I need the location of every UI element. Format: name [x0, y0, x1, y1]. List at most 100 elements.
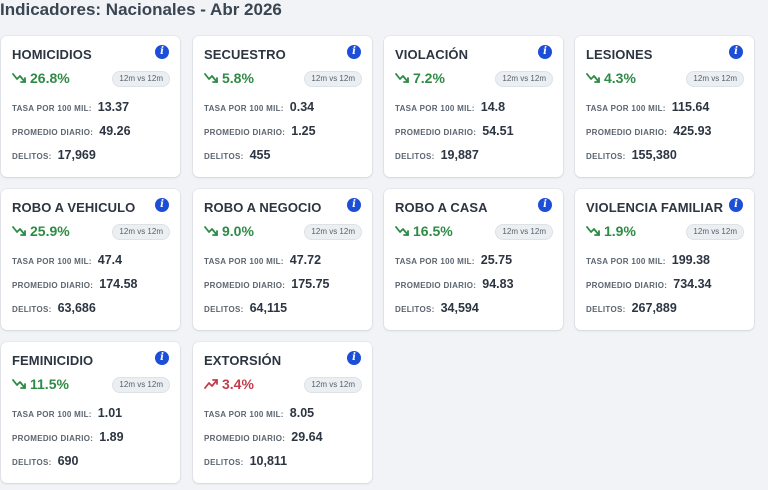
change-row: 11.5% — [12, 376, 69, 392]
stat-value: 267,889 — [631, 301, 677, 315]
stat-label: PROMEDIO DIARIO: — [12, 434, 94, 443]
card-title: VIOLACIÓN — [395, 47, 469, 62]
info-icon[interactable]: i — [347, 45, 361, 59]
stat-label: PROMEDIO DIARIO: — [204, 434, 286, 443]
stat-value: 14.8 — [480, 100, 506, 114]
trend-down-icon — [12, 72, 26, 84]
indicator-card[interactable]: FEMINICIDIO i 11.5% 12m vs 12m TASA POR 100 … — [1, 342, 180, 483]
indicator-card[interactable]: SECUESTRO i 5.8% 12m vs 12m TASA POR 100 MIL… — [193, 36, 372, 177]
indicator-card[interactable]: HOMICIDIOS i 26.8% 12m vs 12m TASA POR 100 M… — [1, 36, 180, 177]
stat-label: PROMEDIO DIARIO: — [204, 128, 286, 137]
indicator-card[interactable]: VIOLACIÓN i 7.2% 12m vs 12m TASA POR 100 MIL… — [384, 36, 563, 177]
change-row: 1.9% — [586, 223, 636, 239]
stat-label: PROMEDIO DIARIO: — [12, 128, 94, 137]
stat-daily: PROMEDIO DIARIO: 734.34 — [586, 277, 711, 291]
change-value: 26.8% — [30, 70, 70, 86]
indicator-card[interactable]: ROBO A VEHICULO i 25.9% 12m vs 12m TASA POR … — [1, 189, 180, 330]
indicator-card[interactable]: EXTORSIÓN i 3.4% 12m vs 12m TASA POR 100 MIL… — [193, 342, 372, 483]
info-icon[interactable]: i — [155, 351, 169, 365]
change-value: 11.5% — [30, 376, 69, 392]
stat-crimes: DELITOS: 267,889 — [586, 301, 677, 315]
period-badge: 12m vs 12m — [304, 71, 362, 87]
change-value: 9.0% — [222, 223, 254, 239]
stat-label: PROMEDIO DIARIO: — [12, 281, 94, 290]
stat-label: DELITOS: — [12, 458, 52, 467]
stat-label: DELITOS: — [204, 152, 244, 161]
stat-daily: PROMEDIO DIARIO: 1.25 — [204, 124, 316, 138]
stat-rate: TASA POR 100 MIL: 13.37 — [12, 100, 129, 114]
period-badge: 12m vs 12m — [304, 377, 362, 393]
change-row: 9.0% — [204, 223, 254, 239]
stat-label: DELITOS: — [204, 458, 244, 467]
stat-daily: PROMEDIO DIARIO: 54.51 — [395, 124, 514, 138]
period-badge: 12m vs 12m — [112, 224, 170, 240]
card-title: VIOLENCIA FAMILIAR — [586, 200, 724, 215]
stat-value: 54.51 — [482, 124, 514, 138]
stat-label: DELITOS: — [12, 152, 52, 161]
stat-label: PROMEDIO DIARIO: — [586, 281, 668, 290]
period-badge: 12m vs 12m — [112, 377, 170, 393]
change-row: 25.9% — [12, 223, 70, 239]
indicator-card[interactable]: ROBO A NEGOCIO i 9.0% 12m vs 12m TASA POR 10… — [193, 189, 372, 330]
info-icon[interactable]: i — [347, 351, 361, 365]
stat-daily: PROMEDIO DIARIO: 425.93 — [586, 124, 711, 138]
change-value: 4.3% — [604, 70, 636, 86]
stat-value: 34,594 — [440, 301, 479, 315]
stat-value: 17,969 — [57, 148, 96, 162]
stat-crimes: DELITOS: 690 — [12, 454, 78, 468]
indicator-card[interactable]: ROBO A CASA i 16.5% 12m vs 12m TASA POR 100 … — [384, 189, 563, 330]
trend-down-icon — [586, 225, 600, 237]
stat-value: 29.64 — [291, 430, 323, 444]
page-title: Indicadores: Nacionales - Abr 2026 — [0, 0, 282, 19]
stat-value: 19,887 — [440, 148, 479, 162]
trend-down-icon — [586, 72, 600, 84]
trend-down-icon — [204, 72, 218, 84]
change-value: 1.9% — [604, 223, 636, 239]
stat-label: PROMEDIO DIARIO: — [204, 281, 286, 290]
change-value: 16.5% — [413, 223, 453, 239]
period-badge: 12m vs 12m — [495, 224, 553, 240]
info-icon[interactable]: i — [729, 198, 743, 212]
stat-label: DELITOS: — [586, 152, 626, 161]
stat-label: PROMEDIO DIARIO: — [586, 128, 668, 137]
stat-rate: TASA POR 100 MIL: 14.8 — [395, 100, 505, 114]
stat-crimes: DELITOS: 34,594 — [395, 301, 479, 315]
stat-value: 690 — [57, 454, 79, 468]
stat-rate: TASA POR 100 MIL: 47.72 — [204, 253, 321, 267]
info-icon[interactable]: i — [155, 198, 169, 212]
stat-value: 10,811 — [249, 454, 288, 468]
period-badge: 12m vs 12m — [686, 224, 744, 240]
trend-up-icon — [204, 378, 218, 390]
stat-label: DELITOS: — [395, 152, 435, 161]
stat-crimes: DELITOS: 63,686 — [12, 301, 96, 315]
trend-down-icon — [12, 378, 26, 390]
card-title: LESIONES — [586, 47, 653, 62]
stat-value: 455 — [249, 148, 271, 162]
info-icon[interactable]: i — [538, 198, 552, 212]
info-icon[interactable]: i — [538, 45, 552, 59]
period-badge: 12m vs 12m — [304, 224, 362, 240]
info-icon[interactable]: i — [347, 198, 361, 212]
stat-crimes: DELITOS: 155,380 — [586, 148, 677, 162]
period-badge: 12m vs 12m — [112, 71, 170, 87]
change-row: 26.8% — [12, 70, 70, 86]
change-row: 5.8% — [204, 70, 254, 86]
stat-value: 47.4 — [97, 253, 123, 267]
info-icon[interactable]: i — [155, 45, 169, 59]
indicator-card[interactable]: VIOLENCIA FAMILIAR i 1.9% 12m vs 12m TASA PO… — [575, 189, 754, 330]
stat-crimes: DELITOS: 10,811 — [204, 454, 287, 468]
stat-value: 199.38 — [671, 253, 711, 267]
stat-value: 155,380 — [631, 148, 677, 162]
info-icon[interactable]: i — [729, 45, 743, 59]
stat-value: 13.37 — [97, 100, 130, 114]
stat-value: 425.93 — [673, 124, 712, 138]
indicator-card[interactable]: LESIONES i 4.3% 12m vs 12m TASA POR 100 MIL:… — [575, 36, 754, 177]
stat-value: 63,686 — [57, 301, 96, 315]
stat-value: 0.34 — [289, 100, 315, 114]
stat-crimes: DELITOS: 455 — [204, 148, 270, 162]
stat-label: DELITOS: — [204, 305, 244, 314]
change-value: 7.2% — [413, 70, 445, 86]
change-row: 16.5% — [395, 223, 453, 239]
card-title: ROBO A CASA — [395, 200, 488, 215]
